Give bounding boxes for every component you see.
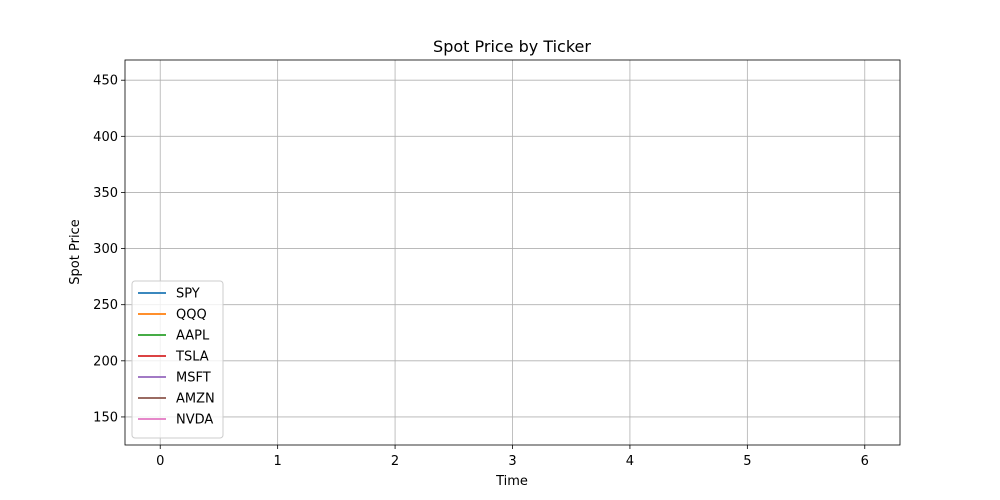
legend-label-spy: SPY bbox=[176, 287, 200, 302]
x-axis-label: Time bbox=[495, 474, 528, 489]
legend-label-nvda: NVDA bbox=[176, 413, 213, 428]
x-tick-label: 1 bbox=[274, 454, 282, 469]
y-tick-label: 300 bbox=[93, 242, 118, 257]
x-tick-label: 5 bbox=[743, 454, 751, 469]
y-tick-label: 400 bbox=[93, 130, 118, 145]
grid-layer bbox=[125, 60, 900, 445]
x-tick-label: 4 bbox=[626, 454, 634, 469]
legend: SPY QQQ AAPL TSLA MSFT AMZN NVDA bbox=[131, 280, 224, 439]
ticks-layer: 0 1 2 3 4 5 6 150 200 250 300 350 400 450 bbox=[93, 74, 869, 469]
legend-label-aapl: AAPL bbox=[176, 329, 210, 344]
legend-label-amzn: AMZN bbox=[176, 392, 215, 407]
y-tick-label: 450 bbox=[93, 74, 118, 89]
x-tick-label: 2 bbox=[391, 454, 399, 469]
x-tick-label: 6 bbox=[861, 454, 869, 469]
x-tick-label: 3 bbox=[508, 454, 516, 469]
y-tick-label: 150 bbox=[93, 410, 118, 425]
y-tick-label: 250 bbox=[93, 298, 118, 313]
y-axis-label: Spot Price bbox=[68, 219, 83, 284]
legend-label-qqq: QQQ bbox=[176, 308, 207, 323]
y-tick-label: 350 bbox=[93, 186, 118, 201]
x-tick-label: 0 bbox=[156, 454, 164, 469]
chart-title: Spot Price by Ticker bbox=[433, 37, 591, 56]
legend-label-tsla: TSLA bbox=[175, 350, 209, 365]
legend-label-msft: MSFT bbox=[176, 371, 211, 386]
y-tick-label: 200 bbox=[93, 354, 118, 369]
